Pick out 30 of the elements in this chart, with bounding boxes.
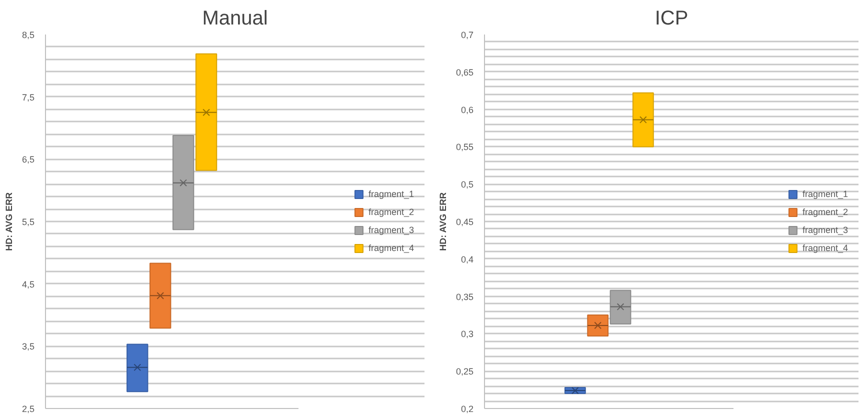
legend-label: fragment_1 (368, 189, 414, 199)
y-tick-label: 7,5 (22, 92, 35, 102)
y-tick-label: 2,5 (22, 404, 35, 414)
y-tick-label: 0,7 (460, 30, 474, 40)
y-tick-label: 0,5 (460, 180, 474, 190)
y-tick-label: 0,35 (456, 292, 474, 302)
y-tick-label: 0,55 (456, 142, 474, 152)
y-tick-label: 0,2 (460, 404, 474, 414)
legend-label: fragment_3 (802, 225, 848, 235)
y-axis-title: HD: AVG ERR (438, 192, 448, 251)
y-tick-label: 0,4 (460, 254, 474, 264)
chart-title: Manual (202, 8, 268, 30)
legend-label: fragment_1 (802, 189, 848, 199)
y-tick-label: 0,3 (460, 329, 474, 340)
y-tick-label: 8,5 (22, 30, 35, 40)
legend-label: fragment_4 (802, 243, 848, 253)
y-tick-label: 0,25 (456, 366, 474, 377)
y-tick-label: 0,45 (456, 217, 474, 227)
y-tick-label: 6,5 (22, 154, 35, 165)
legend-label: fragment_2 (802, 207, 848, 217)
y-tick-label: 0,6 (460, 104, 474, 115)
chart-title: ICP (654, 8, 688, 30)
legend-label: fragment_4 (368, 243, 414, 253)
y-tick-label: 5,5 (22, 217, 35, 227)
legend-label: fragment_2 (368, 207, 414, 217)
y-tick-label: 0,65 (456, 67, 474, 78)
y-tick-label: 3,5 (22, 342, 35, 352)
y-tick-label: 4,5 (22, 279, 35, 290)
legend-label: fragment_3 (368, 225, 414, 235)
y-axis-title: HD: AVG ERR (4, 192, 14, 251)
